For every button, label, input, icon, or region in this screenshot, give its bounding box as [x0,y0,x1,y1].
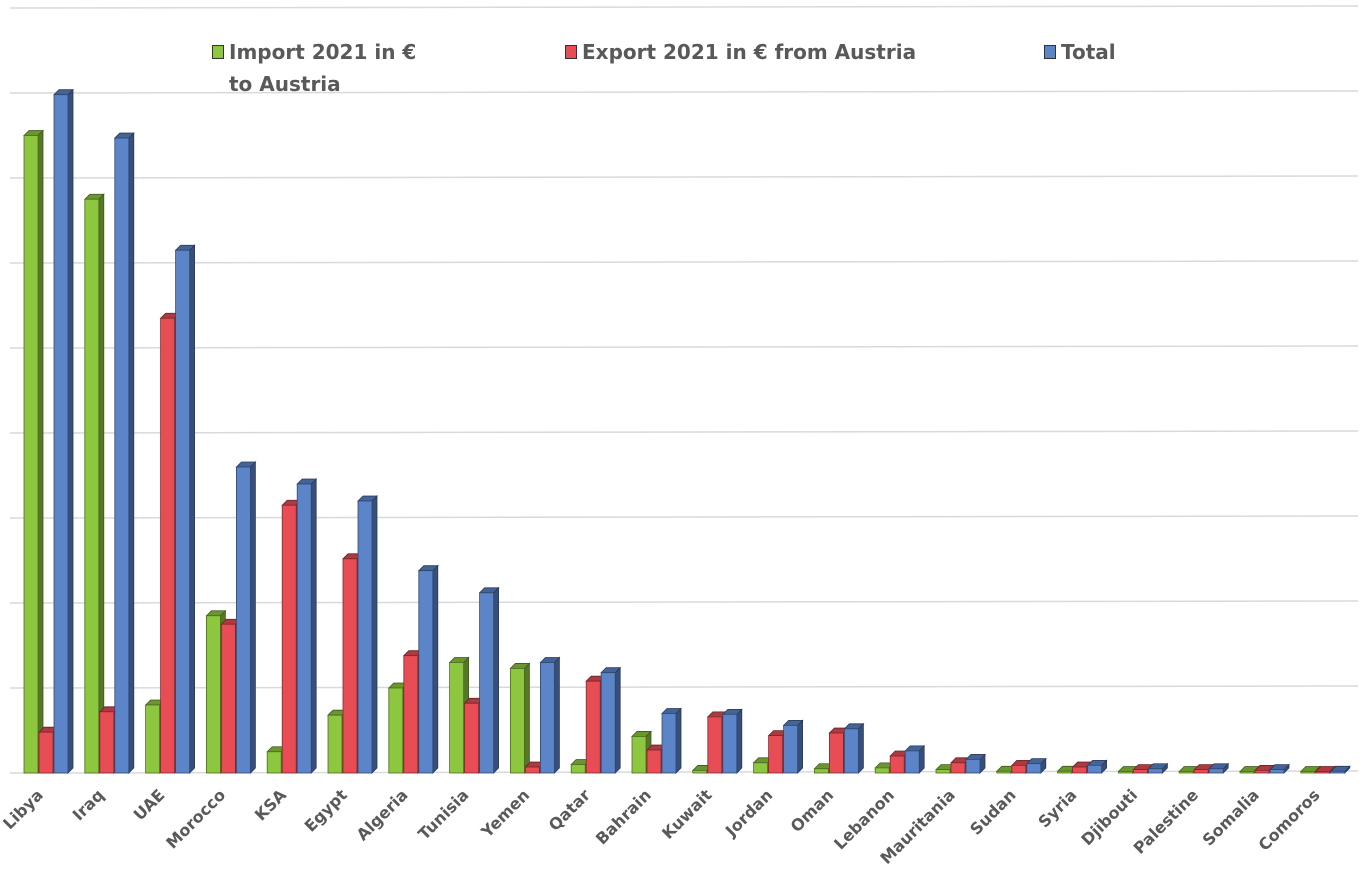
bar-libya-series-0 [23,129,44,774]
bar-kuwait-series-2 [721,708,743,774]
bar-sudan-series-2 [1025,757,1047,774]
x-tick-label-kuwait: Kuwait [658,785,716,843]
bar-djibouti-series-2 [1147,762,1169,774]
bar-lebanon-series-2 [904,744,926,774]
x-tick-label-ksa: KSA [251,785,291,825]
gridline-4 [9,430,1359,434]
bar-libya-series-1 [38,726,59,774]
bar-comoros-series-2 [1329,765,1351,774]
bar-egypt-series-0 [327,709,348,774]
bar-qatar-series-2 [600,666,622,774]
x-tick-label-tunisia: Tunisia [414,785,472,843]
gridline-8 [9,90,1359,94]
gridline-7 [9,175,1359,179]
x-tick-label-oman: Oman [787,785,838,836]
bar-yemen-series-0 [509,662,531,774]
gridline-9 [9,5,1359,9]
bar-yemen-series-2 [539,656,561,774]
bar-libya-series-2 [53,88,74,774]
x-tick-label-palestine: Palestine [1130,785,1202,857]
x-tick-label-uae: UAE [130,785,169,824]
legend-swatch-export [565,45,577,59]
bar-palestine-series-2 [1208,762,1230,774]
bar-oman-series-2 [843,722,865,774]
x-tick-label-jordan: Jordan [721,785,776,840]
bar-jordan-series-2 [782,719,804,774]
x-tick-label-egypt: Egypt [301,785,351,835]
bars [23,88,1351,774]
x-tick-label-somalia: Somalia [1199,785,1263,849]
gridline-6 [9,260,1359,264]
x-tick-label-iraq: Iraq [69,785,108,824]
bar-comoros-series-0 [1299,765,1321,774]
bar-egypt-series-2 [357,495,378,774]
gridline-2 [9,600,1359,604]
legend-label-export: Export 2021 in € from Austria [582,40,917,64]
x-tick-label-sudan: Sudan [966,785,1019,838]
bar-uae-series-2 [174,244,196,774]
x-tick-label-syria: Syria [1034,785,1080,831]
legend-item-import: Import 2021 in € to Austria [212,36,416,100]
bar-algeria-series-2 [417,564,439,774]
bar-morocco-series-2 [235,461,257,774]
bar-tunisia-series-2 [478,586,500,774]
x-tick-label-libya: Libya [0,785,47,833]
legend-item-total: Total [1044,36,1116,68]
x-tick-label-yemen: Yemen [477,785,533,841]
x-tick-label-qatar: Qatar [545,785,594,834]
x-tick-label-bahrain: Bahrain [592,785,655,848]
bar-syria-series-2 [1086,759,1108,774]
bar-bahrain-series-2 [661,707,682,774]
x-tick-label-algeria: Algeria [353,785,412,844]
legend-item-export: Export 2021 in € from Austria [565,36,916,68]
bar-ksa-series-2 [296,478,318,774]
x-tick-label-morocco: Morocco [162,785,229,852]
legend-label-import: Import 2021 in € to Austria [229,40,417,96]
legend-swatch-import [212,45,224,59]
x-tick-label-comoros: Comoros [1254,785,1323,854]
x-tick-label-djibouti: Djibouti [1077,785,1141,849]
bar-mauritania-series-2 [965,753,986,774]
legend-swatch-total [1044,45,1056,59]
bar-comoros-series-1 [1314,765,1336,774]
bar-iraq-series-2 [113,132,135,774]
bar-djibouti-series-0 [1117,765,1139,774]
bar-iraq-series-0 [83,193,105,774]
gridline-5 [9,345,1359,349]
gridline-3 [9,515,1359,519]
bar-somalia-series-2 [1269,763,1290,774]
legend-label-total: Total [1061,40,1116,64]
